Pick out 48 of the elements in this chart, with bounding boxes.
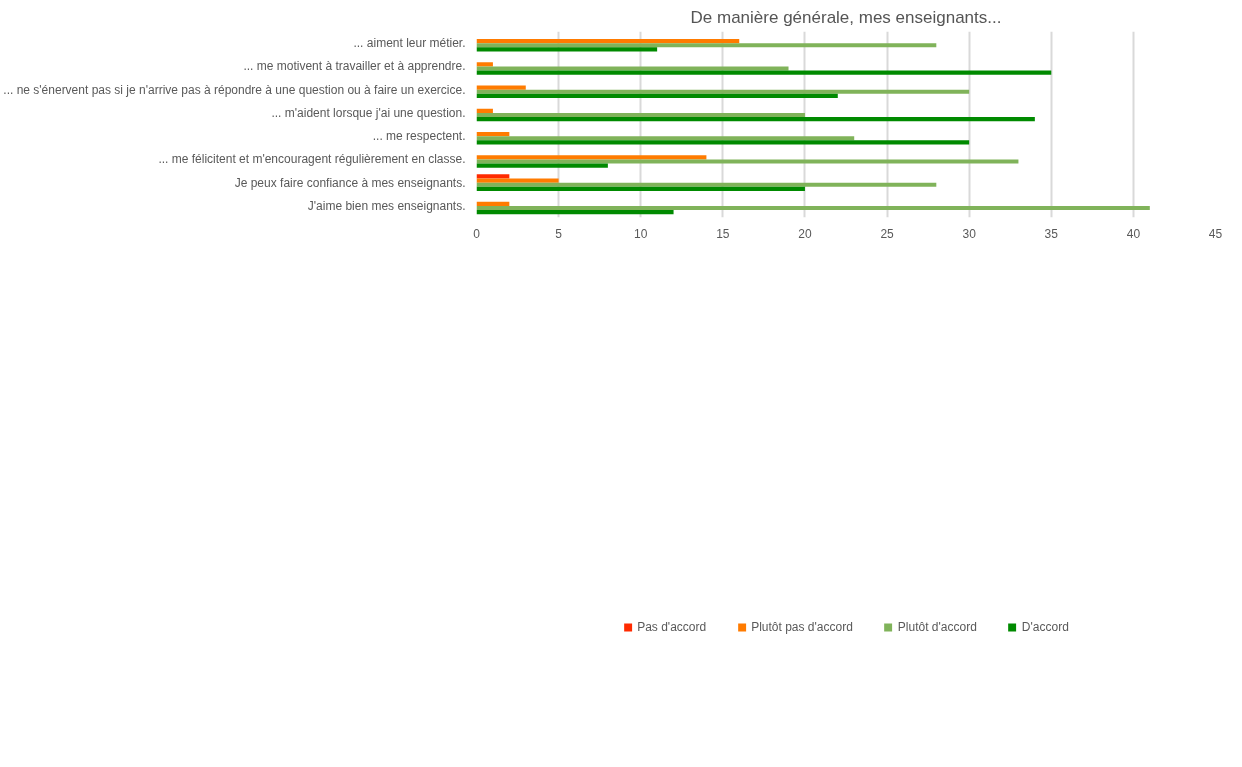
legend-label: Pas d'accord xyxy=(637,619,707,634)
bar xyxy=(476,89,970,94)
bar xyxy=(476,117,1035,122)
chart-title: De manière générale, mes enseignants... xyxy=(690,7,1002,27)
x-tick-label: 10 xyxy=(634,226,648,241)
bar xyxy=(476,62,493,67)
x-tick-label: 5 xyxy=(555,226,563,241)
x-tick-label: 25 xyxy=(880,226,895,241)
y-tick-label: ... me motivent à travailler et à apprendre. xyxy=(243,59,466,74)
x-tick-label: 40 xyxy=(1126,226,1141,241)
bar xyxy=(476,174,510,179)
bar xyxy=(476,47,658,52)
bar xyxy=(476,38,740,44)
bar xyxy=(476,205,1150,211)
x-tick-label: 30 xyxy=(962,226,977,241)
legend-label: Plutôt d'accord xyxy=(897,619,977,634)
bar xyxy=(476,186,805,191)
y-tick-label: Je peux faire confiance à mes enseignants. xyxy=(234,175,466,190)
x-tick-label: 45 xyxy=(1208,226,1223,241)
bar xyxy=(476,136,855,141)
legend-label: D'accord xyxy=(1021,619,1069,634)
bar xyxy=(476,85,526,90)
bar xyxy=(476,131,510,137)
y-tick-label: ... me respectent. xyxy=(372,129,466,144)
y-tick-label: J'aime bien mes enseignants. xyxy=(307,198,466,213)
y-tick-label: ... ne s'énervent pas si je n'arrive pas à répondre à une question ou à faire un exercice. xyxy=(3,82,466,97)
y-tick-label: ... m'aident lorsque j'ai une question. xyxy=(271,105,466,120)
y-tick-label: ... aiment leur métier. xyxy=(353,36,466,51)
bar xyxy=(476,108,493,113)
x-tick-label: 15 xyxy=(716,226,730,241)
bar xyxy=(476,93,838,98)
bar xyxy=(476,70,1052,75)
bar xyxy=(476,159,1019,164)
legend-label: Plutôt pas d'accord xyxy=(751,619,853,634)
bar xyxy=(476,178,559,183)
bar xyxy=(476,182,937,187)
bar xyxy=(476,140,970,145)
bar xyxy=(476,43,937,48)
x-tick-label: 20 xyxy=(798,226,812,241)
bar xyxy=(476,155,707,160)
bar xyxy=(476,163,608,168)
x-tick-label: 35 xyxy=(1044,226,1059,241)
y-tick-label: ... me félicitent et m'encouragent régulièrement en classe. xyxy=(158,152,466,167)
bar xyxy=(476,66,789,71)
x-tick-label: 0 xyxy=(473,226,481,241)
bar xyxy=(476,201,510,206)
bar xyxy=(476,112,805,118)
bar xyxy=(476,210,674,215)
